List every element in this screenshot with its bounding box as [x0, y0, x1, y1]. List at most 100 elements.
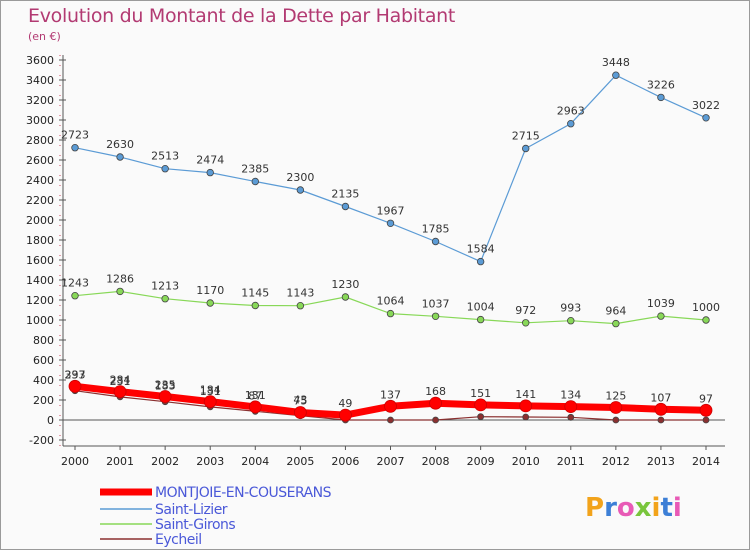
data-point	[477, 413, 485, 421]
logo-letter: x	[635, 493, 652, 523]
y-tick-label: 0	[47, 414, 54, 427]
data-point	[386, 219, 395, 227]
data-label: 2135	[331, 188, 359, 201]
logo-letter: i	[673, 493, 682, 523]
y-tick-label: 1400	[26, 274, 54, 287]
data-point	[71, 292, 79, 300]
data-label: 1145	[241, 287, 269, 300]
legend-label-0: MONTJOIE-EN-COUSERANS	[155, 485, 332, 501]
data-label: 1230	[331, 278, 359, 291]
y-tick-label: 1000	[26, 314, 54, 327]
data-label: 125	[605, 390, 626, 403]
data-point	[386, 309, 395, 318]
data-point	[158, 390, 172, 403]
data-label: 1143	[286, 287, 314, 300]
data-label: 231	[110, 375, 131, 388]
data-point	[702, 316, 710, 324]
data-label: 2385	[241, 163, 269, 176]
x-tick-label: 2009	[467, 455, 495, 468]
y-tick-label: 3000	[26, 114, 54, 127]
legend: MONTJOIE-EN-COUSERANSSaint-LizierSaint-G…	[100, 485, 332, 548]
data-point	[71, 143, 79, 152]
x-tick-label: 2004	[241, 455, 269, 468]
proxiti-logo: Proxiti	[585, 493, 682, 523]
data-point	[567, 413, 575, 421]
data-point	[431, 237, 440, 246]
data-point	[339, 408, 352, 422]
y-tick-label: 1200	[26, 294, 54, 307]
data-point	[68, 379, 82, 393]
data-point	[476, 315, 485, 324]
x-tick-label: 2014	[692, 455, 720, 468]
data-label: 134	[560, 389, 581, 402]
x-tick-label: 2002	[151, 455, 179, 468]
data-label: 168	[425, 385, 446, 398]
y-tick-label: 2600	[26, 154, 54, 167]
x-tick-label: 2010	[512, 455, 540, 468]
logo-letter: o	[617, 493, 635, 523]
y-tick-label: 2200	[26, 194, 54, 207]
data-point	[341, 293, 350, 301]
data-label: 337	[65, 368, 86, 381]
logo-letter: P	[585, 493, 604, 523]
data-label: 1000	[692, 301, 720, 314]
data-point	[293, 406, 307, 419]
data-label: 2513	[151, 150, 179, 163]
data-point	[522, 413, 530, 421]
data-point	[612, 71, 620, 79]
data-label: 97	[699, 392, 713, 405]
data-label: 151	[470, 387, 491, 400]
y-tick-label: 600	[33, 354, 54, 367]
data-point	[296, 186, 305, 194]
data-label: 1967	[377, 204, 405, 217]
x-tick-label: 2000	[61, 455, 89, 468]
data-label: 2715	[512, 130, 540, 143]
data-point	[654, 402, 668, 416]
data-point	[161, 164, 169, 173]
data-label: 1170	[196, 284, 224, 297]
data-label: 137	[380, 388, 401, 401]
data-label: 964	[605, 305, 626, 318]
y-tick-label: 200	[33, 394, 54, 407]
y-tick-label: 1600	[26, 254, 54, 267]
y-tick-label: 3600	[26, 54, 54, 67]
data-label: 1243	[61, 277, 89, 290]
data-point	[206, 168, 214, 177]
data-point	[387, 416, 394, 424]
x-tick-label: 2012	[602, 455, 630, 468]
data-label: 141	[515, 388, 536, 401]
data-point	[476, 257, 485, 266]
data-label: 1584	[467, 243, 495, 256]
data-label: 3226	[647, 78, 675, 91]
data-label: 3022	[692, 99, 720, 112]
data-label: 131	[200, 385, 221, 398]
data-label: 1004	[467, 301, 495, 314]
data-point	[567, 317, 575, 325]
axis-ticks: -200 0 200 400 600 800 1000 1200 1400 1600 1800 200…	[26, 54, 720, 468]
x-tick-label: 2001	[106, 455, 134, 468]
data-label: 1037	[422, 297, 450, 310]
data-point	[432, 416, 439, 424]
x-tick-label: 2005	[286, 455, 314, 468]
chart-title: Evolution du Montant de la Dette par Hab…	[28, 5, 456, 27]
data-point	[657, 416, 665, 424]
legend-label-2: Saint-Girons	[155, 517, 235, 533]
data-point	[161, 295, 169, 303]
data-point	[519, 399, 533, 413]
data-label: 1064	[377, 295, 405, 308]
data-label: 2300	[286, 171, 314, 184]
data-labels: 2723 2630 2513 2474 2385 2300 2135 1967 1785 1584…	[61, 56, 720, 410]
data-point	[567, 119, 575, 128]
legend-label-3: Eycheil	[155, 532, 202, 548]
data-label: 2474	[196, 154, 224, 167]
legend-label-1: Saint-Lizier	[155, 502, 228, 518]
logo-letter: i	[652, 493, 661, 523]
data-point	[341, 202, 350, 211]
data-point	[612, 319, 620, 328]
data-point	[702, 416, 710, 424]
data-point	[206, 299, 214, 307]
x-tick-label: 2007	[377, 455, 405, 468]
y-tick-label: 2400	[26, 174, 54, 187]
